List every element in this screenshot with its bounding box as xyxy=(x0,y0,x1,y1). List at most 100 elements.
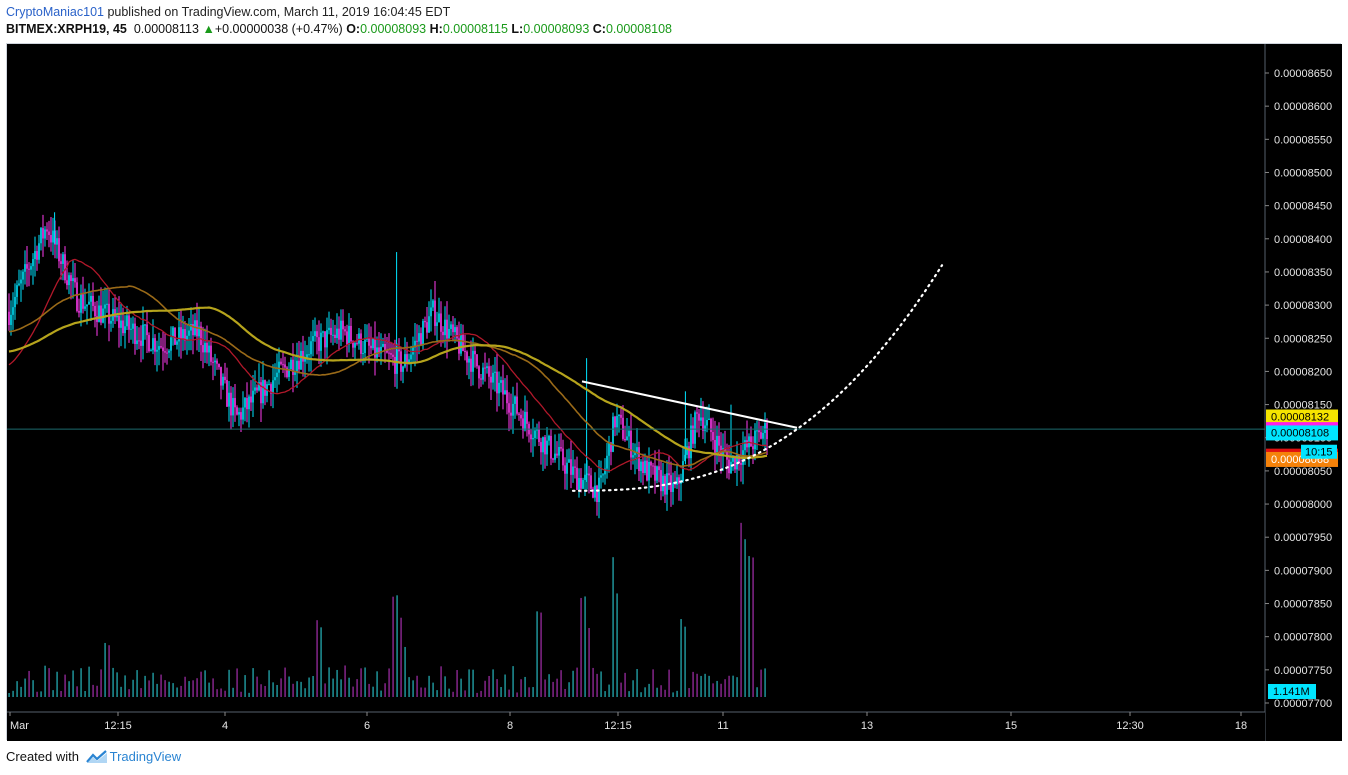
candle-body xyxy=(552,458,554,460)
candle-body xyxy=(488,366,490,377)
volume-bar xyxy=(656,687,658,697)
candle-body xyxy=(508,403,510,413)
candle-body xyxy=(514,396,516,404)
y-tick-label: 0.00008350 xyxy=(1274,267,1332,279)
candle-body xyxy=(550,435,552,459)
volume-bar xyxy=(136,670,138,697)
candle-body xyxy=(686,446,688,455)
tradingview-brand[interactable]: TradingView xyxy=(109,749,182,764)
candle-body xyxy=(656,466,658,481)
volume-bar xyxy=(616,593,618,697)
volume-bar xyxy=(360,668,362,697)
candle-body xyxy=(646,460,648,481)
candle-body xyxy=(354,343,356,348)
y-tick-label: 0.00008300 xyxy=(1274,300,1332,312)
candle-body xyxy=(52,230,54,243)
candle-body xyxy=(406,354,408,364)
candle-body xyxy=(438,313,440,323)
candle-body xyxy=(72,278,74,282)
publish-info: CryptoManiac101 published on TradingView… xyxy=(6,5,450,19)
candle-body xyxy=(658,466,660,471)
volume-bar xyxy=(376,671,378,697)
volume-bar xyxy=(388,668,390,697)
volume-bar xyxy=(204,670,206,697)
candle-body xyxy=(564,465,566,474)
candle-body xyxy=(22,271,24,280)
volume-bar xyxy=(84,690,86,697)
x-tick-label: 15 xyxy=(1005,720,1017,732)
candle-body xyxy=(292,359,294,375)
candle-body xyxy=(762,432,764,439)
candle-body xyxy=(496,371,498,394)
volume-bar xyxy=(28,670,30,697)
candle-body xyxy=(202,345,204,353)
candle-body xyxy=(78,310,80,313)
candle-body xyxy=(316,331,318,338)
candle-body xyxy=(84,306,86,309)
y-tick-label: 0.00008150 xyxy=(1274,400,1332,412)
candle-body xyxy=(370,345,372,349)
candle-body xyxy=(64,254,66,281)
x-tick-label: 11 xyxy=(717,720,728,732)
volume-bar xyxy=(268,670,270,697)
candle-body xyxy=(444,319,446,336)
volume-bar xyxy=(352,686,354,697)
candle-body xyxy=(12,307,14,315)
candle-body xyxy=(744,440,746,451)
candle-body xyxy=(62,254,64,264)
candle-body xyxy=(574,466,576,468)
volume-bar xyxy=(52,690,54,697)
volume-bar xyxy=(96,685,98,697)
candle-body xyxy=(546,440,548,455)
candle-body xyxy=(696,412,698,414)
candle-body xyxy=(106,303,108,305)
volume-bar xyxy=(556,678,558,697)
candle-body xyxy=(716,435,718,453)
candle-body xyxy=(368,337,370,346)
candle-body xyxy=(10,314,12,325)
chart-panel[interactable]: 0.00008650 0.00008600 0.00008550 0.00008500… xyxy=(6,43,1342,741)
price-chart[interactable]: 0.00008650 0.00008600 0.00008550 0.00008500… xyxy=(7,44,1342,741)
x-tick-label: 4 xyxy=(222,720,228,732)
candle-body xyxy=(256,387,258,391)
volume-bar xyxy=(220,688,222,697)
volume-bar xyxy=(660,685,662,697)
candle-body xyxy=(626,436,628,441)
candle-body xyxy=(704,425,706,431)
volume-bar xyxy=(176,687,178,697)
candle-body xyxy=(662,475,664,492)
candle-body xyxy=(156,349,158,352)
candle-body xyxy=(728,459,730,474)
volume-bar xyxy=(88,666,90,697)
candle-body xyxy=(30,266,32,270)
candle-body xyxy=(644,460,646,473)
candle-body xyxy=(746,440,748,448)
candle-body xyxy=(638,447,640,472)
candle-body xyxy=(246,398,248,410)
volume-bar xyxy=(680,619,682,697)
volume-bar xyxy=(412,680,414,697)
y-tick-label: 0.00008050 xyxy=(1274,466,1332,478)
candle-body xyxy=(174,327,176,345)
candle-body xyxy=(328,327,330,331)
candle-body xyxy=(558,447,560,456)
author-link[interactable]: CryptoManiac101 xyxy=(6,5,104,19)
candle-body xyxy=(278,361,280,373)
close-value: 0.00008108 xyxy=(605,22,673,36)
volume-bar xyxy=(192,680,194,697)
volume-bar xyxy=(212,678,214,697)
candle-body xyxy=(606,455,608,469)
volume-bar xyxy=(476,692,478,697)
volume-bar xyxy=(16,681,18,697)
candle-body xyxy=(616,416,618,428)
candle-body xyxy=(252,390,254,403)
candle-body xyxy=(530,434,532,440)
candle-body xyxy=(554,453,556,460)
ma-mid-line xyxy=(8,285,768,468)
candle-body xyxy=(582,479,584,489)
candle-body xyxy=(136,340,138,345)
candle-body xyxy=(340,320,342,340)
volume-bar xyxy=(292,683,294,697)
candle-body xyxy=(384,344,386,351)
candle-body xyxy=(414,340,416,348)
